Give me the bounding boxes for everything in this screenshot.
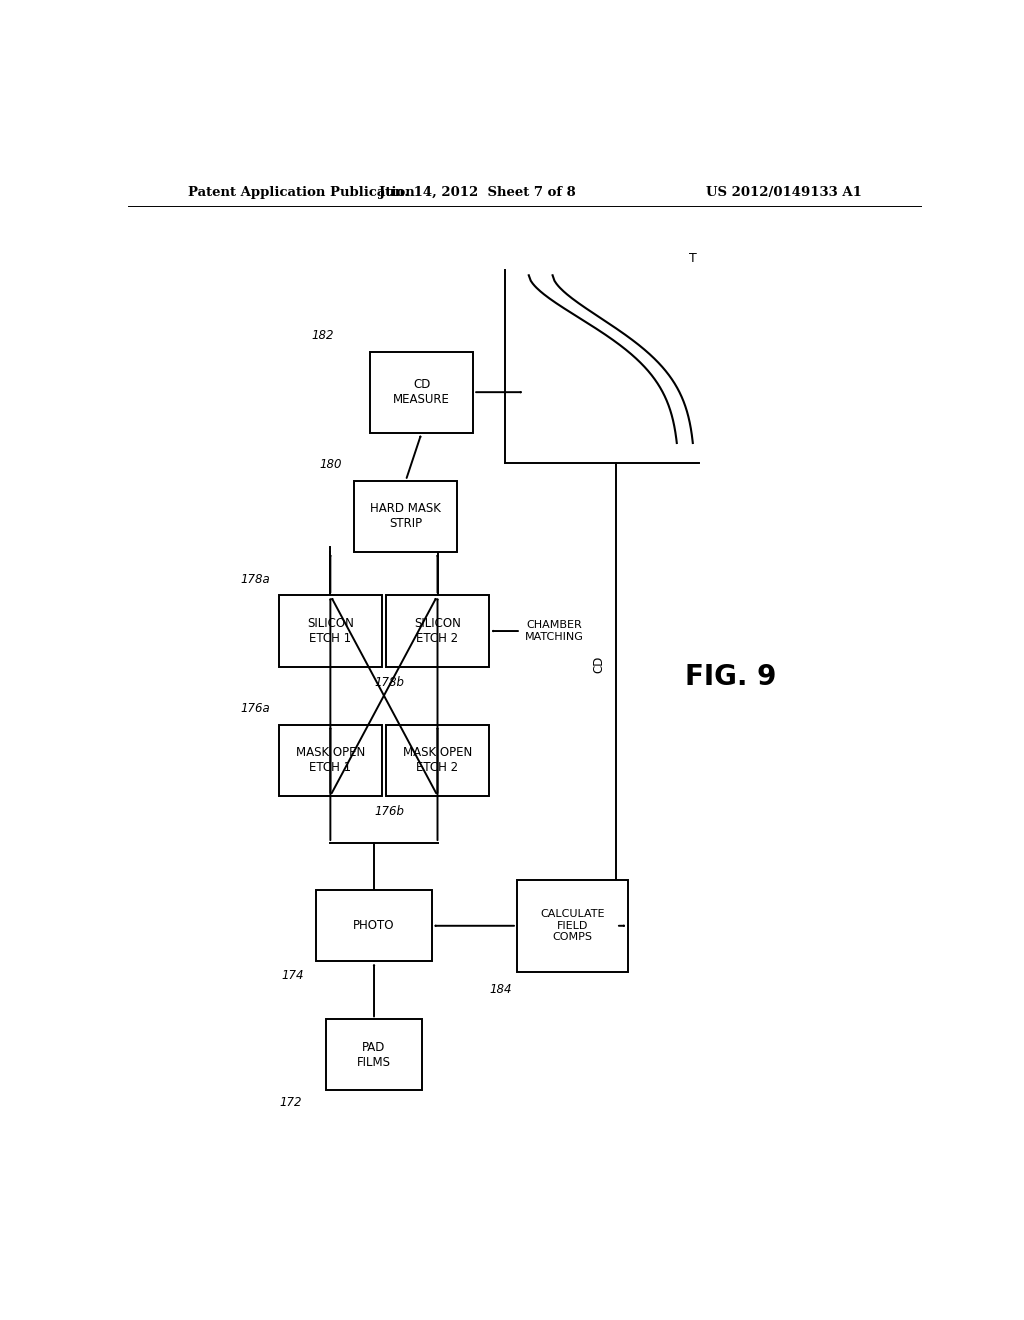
Bar [370, 351, 473, 433]
Text: CHAMBER
MATCHING: CHAMBER MATCHING [524, 620, 584, 642]
Bar [517, 880, 628, 972]
Text: PHOTO: PHOTO [353, 919, 395, 932]
Text: 178a: 178a [240, 573, 270, 586]
Text: CALCULATE
FIELD
COMPS: CALCULATE FIELD COMPS [541, 909, 604, 942]
Text: 184: 184 [489, 983, 512, 997]
Text: MASK OPEN
ETCH 2: MASK OPEN ETCH 2 [402, 746, 472, 774]
Bar [279, 725, 382, 796]
Bar [327, 1019, 422, 1090]
Text: CD: CD [592, 655, 605, 673]
Text: FIG. 9: FIG. 9 [685, 663, 777, 690]
Text: SILICON
ETCH 2: SILICON ETCH 2 [414, 616, 461, 645]
Text: 180: 180 [319, 458, 342, 471]
Text: 174: 174 [282, 969, 304, 982]
Text: US 2012/0149133 A1: US 2012/0149133 A1 [707, 186, 862, 199]
Text: PAD
FILMS: PAD FILMS [357, 1041, 391, 1069]
Text: 182: 182 [311, 329, 334, 342]
Bar [279, 595, 382, 667]
Text: 176a: 176a [240, 702, 270, 714]
Text: CD
MEASURE: CD MEASURE [393, 378, 451, 407]
Text: HARD MASK
STRIP: HARD MASK STRIP [371, 502, 441, 531]
Text: SILICON
ETCH 1: SILICON ETCH 1 [307, 616, 354, 645]
Text: T: T [689, 252, 697, 265]
Bar [386, 595, 489, 667]
Text: 178b: 178b [375, 676, 404, 689]
Bar [316, 890, 431, 961]
Text: MASK OPEN
ETCH 1: MASK OPEN ETCH 1 [296, 746, 365, 774]
Text: 172: 172 [280, 1096, 302, 1109]
Bar [386, 725, 489, 796]
Bar [354, 480, 458, 552]
Text: Patent Application Publication: Patent Application Publication [187, 186, 415, 199]
Text: Jun. 14, 2012  Sheet 7 of 8: Jun. 14, 2012 Sheet 7 of 8 [379, 186, 575, 199]
Text: 176b: 176b [375, 805, 404, 818]
